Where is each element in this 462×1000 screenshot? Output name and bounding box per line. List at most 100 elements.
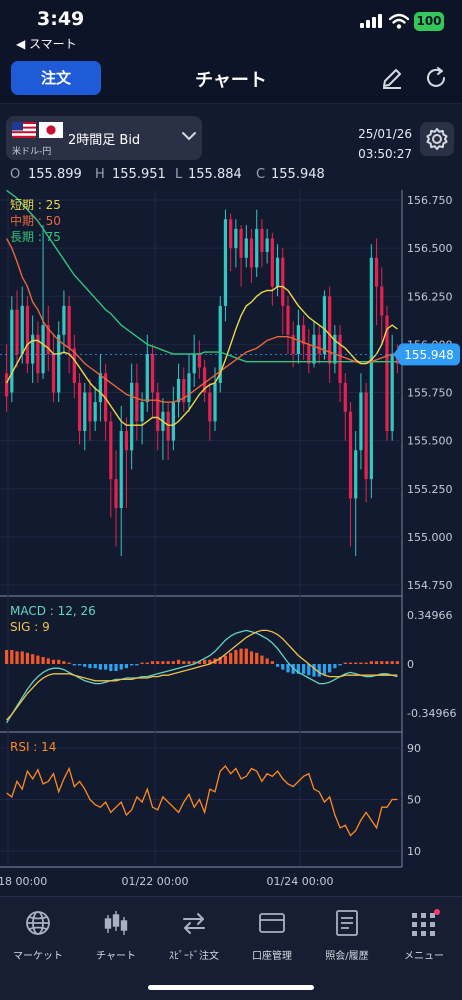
order-button[interactable]: 注文 [11,61,101,95]
time-tick-label: 01/22 00:00 [122,875,189,888]
candle-body [72,348,76,383]
document-icon [336,910,358,936]
candle-body [98,373,103,403]
tab-account[interactable]: 口座管理 [226,905,318,965]
refresh-icon[interactable] [424,66,448,90]
candle-body [130,382,134,451]
sma-short-line [5,285,398,426]
sma-legend-label: 短期 : 25 [10,198,61,212]
candle-body [25,305,30,364]
tab-speed-order[interactable]: ｽﾋﾟｰﾄﾞ注文 [148,905,240,965]
candle-body [286,305,290,335]
macd-histogram-bar [312,664,316,677]
candle-body [333,334,337,364]
macd-histogram-bar [83,664,87,667]
macd-legend-label: MACD : 12, 26 [10,604,96,618]
candle-body [291,334,295,354]
candle-body [31,334,35,364]
candle-body [145,354,149,403]
tab-chart[interactable]: チャート [70,905,162,965]
macd-histogram-bar [270,661,274,664]
price-tick-label: 156.250 [407,290,453,303]
tab-history[interactable]: 照会/履歴 [301,905,393,965]
macd-histogram-bar [31,654,35,664]
macd-histogram-bar [51,659,56,664]
tab-account-label: 口座管理 [252,951,292,962]
candle-body [36,334,40,374]
macd-histogram-bar [218,657,222,664]
chart-canvas[interactable]: 156.750156.500156.250156.000155.750155.5… [0,190,462,896]
macd-histogram-bar [93,664,97,669]
open-key: O [10,167,21,182]
ohlc-readout: O 155.899 H 155.951 L 155.884 C 155.948 [0,164,462,190]
candle-body [260,228,264,252]
macd-histogram-bar [296,664,301,674]
macd-line [6,629,398,724]
sma-long-line [6,190,398,363]
tab-market-label: マーケット [13,951,63,962]
candle-body [234,228,238,249]
sma-legend-label: 長期 : 75 [10,230,61,244]
macd-tick-label: -0.34966 [407,707,456,720]
macd-histogram-bar [359,662,363,664]
candle-body [4,373,9,397]
candle-body [208,392,212,422]
price-tick-label: 155.000 [407,531,453,544]
candle-body [15,309,19,354]
candle-body [93,402,97,422]
macd-signal-line [6,629,398,721]
macd-histogram-bar [260,655,264,664]
macd-histogram-bar [265,658,269,664]
open-value: 155.899 [28,167,82,182]
candle-body [166,411,170,441]
candle-body [88,392,92,422]
macd-histogram-bar [390,661,394,664]
macd-histogram-bar [182,661,186,664]
macd-histogram-bar [67,662,71,664]
battery-indicator: 100 [414,12,444,31]
time-tick-label: 18 00:00 [0,875,47,888]
macd-histogram-bar [249,651,254,664]
timeframe-label: 2時間足 Bid [68,133,141,148]
macd-histogram-bar [202,659,207,664]
home-indicator [148,985,314,990]
candle-body [57,334,61,393]
candle-body [343,382,347,412]
rsi-line [6,764,398,837]
time-tick-label: 01/24 00:00 [267,875,334,888]
tab-menu[interactable]: メニュー [378,905,462,965]
tab-speed-order-label: ｽﾋﾟｰﾄﾞ注文 [169,951,219,962]
chevron-down-icon [182,132,196,141]
timestamp: 25/01/26 03:50:27 [356,124,412,164]
pencil-icon[interactable] [380,66,404,90]
candle-body [281,257,285,306]
time-label: 03:50:27 [358,147,412,161]
candle-body [270,238,274,287]
symbol-selector[interactable]: 米ドル-円 2時間足 Bid [6,116,202,160]
settings-button[interactable] [420,122,454,156]
macd-histogram-bar [348,662,353,664]
candle-body [229,219,233,249]
tab-market[interactable]: マーケット [0,905,84,965]
candlestick-icon [104,911,128,935]
candle-body [296,325,301,354]
clock: 3:49 [37,8,85,30]
candle-body [51,354,56,393]
macd-histogram-bar [130,664,134,666]
macd-tick-label: 0.34966 [407,609,453,622]
candle-body [176,379,181,403]
card-icon [259,913,285,933]
low-value: 155.884 [188,167,242,182]
macd-histogram-bar [354,662,358,664]
chart-area[interactable]: 156.750156.500156.250156.000155.750155.5… [0,190,462,896]
tab-bar: マーケット チャート ｽﾋﾟｰﾄﾞ注文 口座管理 [0,896,462,1000]
macd-histogram-bar [338,664,342,666]
nav-bar: 注文 チャート [0,54,462,104]
macd-histogram-bar [166,661,170,664]
macd-histogram-bar [41,657,45,664]
macd-histogram-bar [192,661,196,664]
sma-legend-label: 中期 : 50 [10,213,61,228]
macd-histogram-bar [161,661,165,664]
rsi-legend-label: RSI : 14 [10,740,56,754]
back-to-app-link[interactable]: ◀ スマート [16,37,77,51]
